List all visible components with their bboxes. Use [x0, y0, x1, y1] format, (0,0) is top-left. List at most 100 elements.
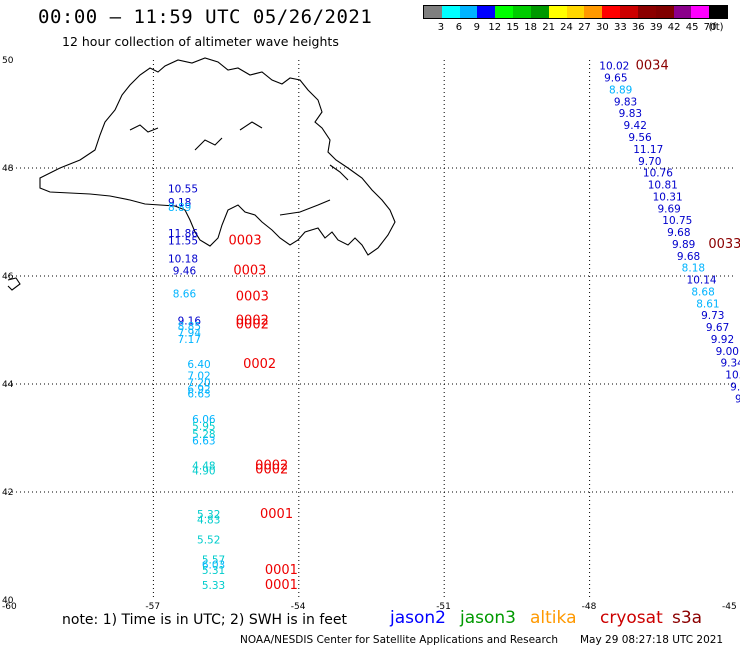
colorbar-swatch [691, 6, 710, 18]
colorbar-label: 33 [613, 22, 627, 33]
wave-height-value: 4.83 [197, 514, 220, 526]
colorbar-label: 42 [667, 22, 681, 33]
pass-label: 0003 [233, 263, 266, 278]
pass-label: 0001 [260, 507, 293, 522]
wave-height-value: 8.66 [173, 289, 197, 301]
wave-height-colorbar [423, 5, 728, 19]
footer-note: note: 1) Time is in UTC; 2) SWH is in fe… [62, 612, 348, 628]
colorbar-swatch [513, 6, 531, 18]
wave-height-value: 5.57 [202, 554, 225, 566]
colorbar-label: 30 [596, 22, 609, 33]
pass-label: 0034 [636, 59, 669, 74]
wave-height-value: 9.42 [624, 120, 647, 132]
lon-label: -54 [291, 602, 306, 612]
colorbar-label: 27 [578, 22, 591, 33]
lat-label: 42 [2, 488, 13, 498]
wave-height-value: 9.68 [677, 251, 700, 263]
pass-label: 0002 [255, 463, 288, 478]
wave-height-value: 9.89 [672, 239, 695, 251]
track-right: 10.029.658.899.839.839.429.5611.179.7010… [599, 61, 740, 418]
generated-timestamp: May 29 08:27:18 UTC 2021 [580, 634, 724, 646]
wave-height-value: 9.34 [720, 358, 740, 370]
colorbar-label: 12 [488, 22, 502, 33]
colorbar-label: (ft) [708, 22, 724, 33]
wave-height-value: 10.14 [687, 275, 717, 287]
wave-height-value: 7.17 [178, 334, 201, 346]
coastline [7, 57, 396, 291]
lat-label: 44 [2, 380, 14, 390]
colorbar-label: 6 [455, 22, 463, 33]
colorbar-swatch [655, 6, 674, 18]
wave-height-value: 7.20 [187, 378, 210, 390]
wave-height-value: 9.92 [711, 334, 734, 346]
map-title: 00:00 – 11:59 UTC 05/26/2021 [38, 6, 373, 28]
wave-height-value: 5.32 [197, 509, 220, 521]
colorbar-label: 24 [560, 22, 573, 33]
satellite-legend-cryosat: cryosat [600, 608, 663, 628]
wave-height-value: 11.86 [168, 228, 198, 240]
pass-label: 0003 [236, 289, 269, 304]
wave-height-value: 8.61 [696, 298, 719, 310]
colorbar-swatch [620, 6, 638, 18]
colorbar-swatch [459, 6, 478, 18]
wave-height-value: 9.46 [173, 265, 197, 277]
wave-height-value: 8.18 [682, 263, 705, 275]
wave-height-value: 5.52 [197, 534, 220, 546]
colorbar-swatch [709, 6, 728, 18]
wave-height-value: 10.76 [643, 168, 673, 180]
wave-height-value: 9.11 [735, 393, 740, 405]
wave-height-value: 9.73 [701, 310, 724, 322]
wave-height-value: 9.69 [657, 203, 680, 215]
wave-height-value: 11.17 [633, 144, 663, 156]
wave-height-value: 4.90 [192, 466, 215, 478]
wave-height-value: 10.02 [599, 61, 629, 73]
pass-label: 0001 [265, 563, 298, 578]
wave-height-value: 9.65 [604, 73, 627, 85]
pass-label: 0002 [255, 458, 288, 473]
colorbar-label: 36 [631, 22, 645, 33]
satellite-legend-jason3: jason3 [460, 608, 516, 628]
wave-height-value: 10.75 [662, 215, 692, 227]
satellite-legend-jason2: jason2 [390, 608, 446, 628]
colorbar-label: 3 [437, 22, 445, 33]
wave-height-value: 6.06 [192, 414, 216, 426]
wave-height-value: 9.67 [706, 322, 729, 334]
graticule [8, 60, 735, 600]
lon-label: -48 [582, 602, 597, 612]
wave-height-value: 9.83 [614, 96, 637, 108]
wave-height-value: 10.55 [168, 183, 198, 195]
wave-height-value: 9.56 [628, 132, 652, 144]
pass-label: 0002 [236, 317, 269, 332]
colorbar-label: 39 [649, 22, 663, 33]
wave-height-value: 7.94 [178, 327, 202, 339]
wave-height-value: 8.68 [691, 286, 714, 298]
lon-label: -51 [436, 602, 451, 612]
wave-height-value: 9.70 [638, 156, 661, 168]
colorbar-swatch [673, 6, 692, 18]
pass-label: 0002 [243, 357, 276, 372]
wave-height-value: 6.63 [192, 435, 215, 447]
credit-line: NOAA/NESDIS Center for Satellite Applica… [240, 634, 558, 646]
wave-height-value: 9.83 [619, 108, 642, 120]
wave-height-value: 8.89 [168, 202, 191, 214]
lat-label: 46 [2, 272, 14, 282]
wave-height-value: 6.03 [202, 560, 225, 572]
axis-labels: 50 48 46 44 42 40-60 -57 -54 -51 -48 -45 [2, 56, 737, 612]
wave-height-value: 4.48 [192, 460, 215, 472]
wave-height-value: 9.00 [716, 346, 739, 358]
lon-label: -45 [722, 602, 737, 612]
colorbar-swatch [548, 6, 567, 18]
colorbar-swatch [584, 6, 603, 18]
colorbar-swatch [566, 6, 585, 18]
lat-label: 48 [2, 164, 14, 174]
wave-height-value: 6.40 [187, 359, 210, 371]
pass-label: 0033 [708, 237, 740, 252]
wave-height-value: 5.28 [192, 429, 215, 441]
wave-height-value: 8.89 [609, 84, 632, 96]
colorbar-swatch [637, 6, 656, 18]
colorbar-label: 21 [542, 22, 555, 33]
colorbar-swatch [477, 6, 496, 18]
wave-height-value: 7.02 [187, 371, 210, 383]
